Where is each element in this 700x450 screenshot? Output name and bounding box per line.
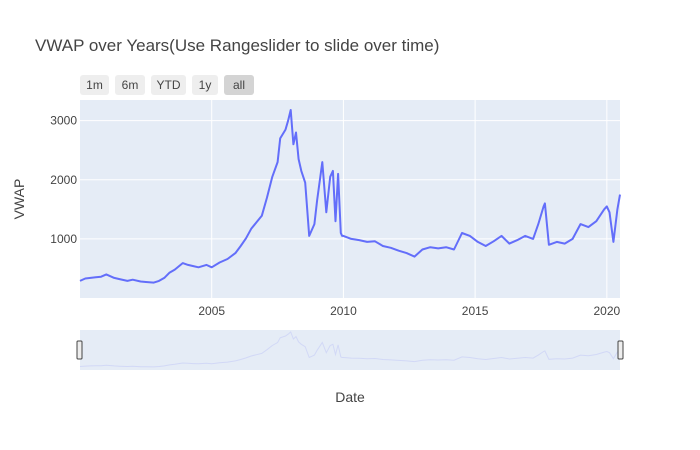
range-button-bg[interactable] [192,75,218,95]
rangeslider-track[interactable] [80,330,620,370]
range-button-all[interactable]: all [224,75,254,95]
range-button-ytd[interactable]: YTD [151,75,186,95]
x-tick-label: 2005 [198,304,225,318]
range-button-bg[interactable] [224,75,254,95]
range-button-bg[interactable] [80,75,109,95]
range-selector: 1m 6m YTD 1y all [80,75,254,95]
y-tick-label: 3000 [50,114,77,128]
y-tick-label: 1000 [50,232,77,246]
rangeslider-left-handle[interactable] [76,340,83,360]
y-tick-label: 2000 [50,173,77,187]
range-button-label: YTD [157,78,181,92]
vwap-series-line [79,109,621,284]
rangeslider-right-handle[interactable] [617,340,624,360]
x-axis-title: Date [335,389,365,405]
x-tick-label: 2010 [330,304,357,318]
chart-title: VWAP over Years(Use Rangeslider to slide… [35,36,439,55]
rangeslider[interactable] [76,330,624,370]
y-axis-title: VWAP [11,179,27,220]
range-button-6m[interactable]: 6m [115,75,145,95]
range-button-1m[interactable]: 1m [80,75,109,95]
range-button-label: all [233,78,245,92]
range-button-1y[interactable]: 1y [192,75,218,95]
range-button-label: 1m [86,78,103,92]
range-button-bg[interactable] [115,75,145,95]
rangeslider-preview-line [79,331,621,368]
plot-area [80,100,620,298]
axis-ticks: 2005 2010 2015 2020 1000 2000 3000 [50,114,620,318]
x-tick-label: 2015 [462,304,489,318]
x-tick-label: 2020 [593,304,620,318]
range-button-bg[interactable] [151,75,186,95]
range-button-label: 6m [122,78,139,92]
range-button-label: 1y [199,78,212,92]
